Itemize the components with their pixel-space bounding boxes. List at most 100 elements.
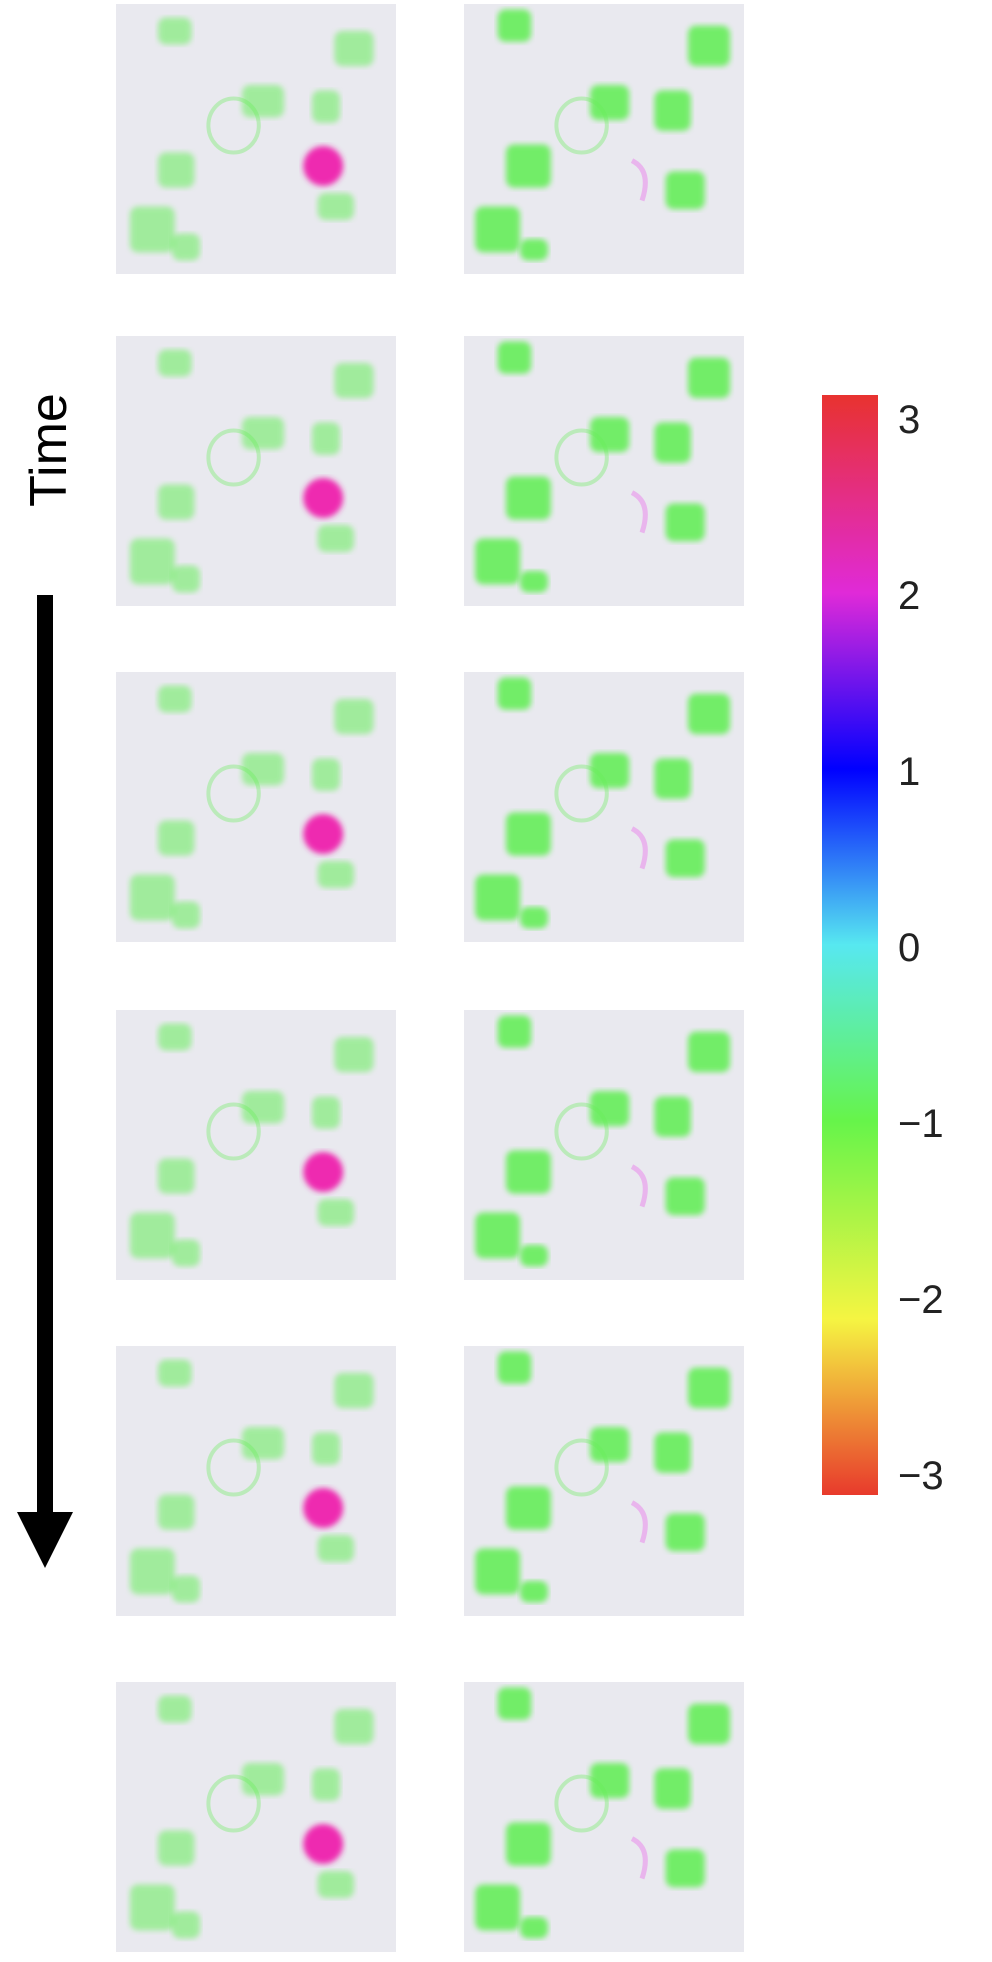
activation-blob — [172, 565, 200, 593]
activation-blob — [665, 1849, 705, 1888]
activation-blob — [317, 1199, 354, 1226]
faint-hotspot — [630, 1500, 648, 1544]
activation-blob — [475, 1884, 520, 1931]
hotspot-blob — [303, 1488, 344, 1528]
heatmap-panel — [464, 672, 744, 942]
faint-hotspot — [630, 490, 648, 534]
heatmap-panel — [116, 4, 396, 274]
hotspot-blob — [303, 1152, 344, 1192]
activation-blob — [158, 1695, 192, 1723]
heatmap-panel — [464, 4, 744, 274]
activation-ring — [554, 1438, 609, 1497]
colorbar-tick: −1 — [898, 1102, 944, 1146]
activation-blob — [475, 206, 520, 253]
activation-blob — [158, 1494, 195, 1530]
activation-blob — [590, 1091, 630, 1127]
faint-hotspot — [630, 826, 648, 870]
faint-hotspot — [630, 1836, 648, 1880]
activation-blob — [158, 1830, 195, 1866]
activation-blob — [497, 1687, 532, 1720]
activation-blob — [172, 1239, 200, 1267]
activation-blob — [130, 206, 175, 253]
activation-blob — [688, 357, 730, 399]
activation-ring — [554, 428, 609, 487]
activation-blob — [665, 171, 705, 210]
activation-blob — [317, 1535, 354, 1562]
activation-blob — [590, 85, 630, 121]
time-label: Time — [20, 393, 78, 507]
activation-blob — [475, 538, 520, 585]
activation-blob — [317, 1871, 354, 1898]
hotspot-blob — [303, 1824, 344, 1864]
colorbar-tick: 1 — [898, 750, 921, 794]
activation-blob — [497, 1351, 532, 1384]
activation-blob — [688, 1367, 730, 1409]
activation-blob — [130, 1212, 175, 1259]
activation-blob — [334, 699, 374, 735]
activation-blob — [688, 25, 730, 67]
activation-blob — [334, 1037, 374, 1073]
activation-blob — [520, 570, 548, 593]
activation-blob — [242, 753, 284, 786]
activation-ring — [554, 96, 609, 155]
activation-blob — [475, 1548, 520, 1595]
activation-blob — [654, 90, 691, 131]
activation-ring — [554, 1774, 609, 1833]
activation-blob — [520, 238, 548, 261]
activation-blob — [172, 233, 200, 261]
activation-blob — [506, 1822, 551, 1866]
activation-blob — [688, 1703, 730, 1745]
activation-blob — [312, 1096, 340, 1129]
activation-blob — [506, 812, 551, 856]
faint-hotspot — [630, 158, 648, 202]
activation-blob — [130, 874, 175, 921]
heatmap-panel — [464, 1010, 744, 1280]
activation-blob — [130, 538, 175, 585]
activation-blob — [317, 525, 354, 552]
activation-blob — [130, 1548, 175, 1595]
activation-blob — [334, 31, 374, 67]
activation-ring — [206, 764, 261, 823]
activation-blob — [172, 1911, 200, 1939]
activation-blob — [312, 90, 340, 123]
heatmap-panel — [116, 336, 396, 606]
activation-blob — [158, 1023, 192, 1051]
activation-blob — [665, 1177, 705, 1216]
heatmap-panel — [464, 1682, 744, 1952]
activation-blob — [506, 476, 551, 520]
colorbar-tick: 0 — [898, 926, 921, 970]
activation-blob — [688, 1031, 730, 1073]
activation-blob — [312, 758, 340, 791]
activation-blob — [654, 1432, 691, 1473]
activation-blob — [158, 17, 192, 45]
activation-blob — [242, 417, 284, 450]
activation-blob — [172, 1575, 200, 1603]
colorbar-tick: 2 — [898, 574, 921, 618]
activation-blob — [506, 1486, 551, 1530]
activation-ring — [554, 764, 609, 823]
activation-ring — [206, 1102, 261, 1161]
activation-blob — [317, 861, 354, 888]
activation-blob — [242, 1427, 284, 1460]
activation-blob — [334, 1709, 374, 1745]
heatmap-panel — [116, 672, 396, 942]
activation-blob — [520, 1244, 548, 1267]
activation-blob — [334, 1373, 374, 1409]
activation-blob — [158, 685, 192, 713]
activation-blob — [158, 1359, 192, 1387]
colorbar — [822, 395, 878, 1495]
heatmap-panel — [116, 1346, 396, 1616]
activation-blob — [475, 1212, 520, 1259]
heatmap-panel — [116, 1682, 396, 1952]
activation-ring — [554, 1102, 609, 1161]
activation-blob — [158, 152, 195, 188]
activation-blob — [158, 484, 195, 520]
activation-blob — [665, 1513, 705, 1552]
activation-blob — [497, 9, 532, 42]
activation-blob — [312, 422, 340, 455]
activation-blob — [654, 1768, 691, 1809]
colorbar-tick: −2 — [898, 1278, 944, 1322]
activation-blob — [312, 1432, 340, 1465]
heatmap-panel — [116, 1010, 396, 1280]
